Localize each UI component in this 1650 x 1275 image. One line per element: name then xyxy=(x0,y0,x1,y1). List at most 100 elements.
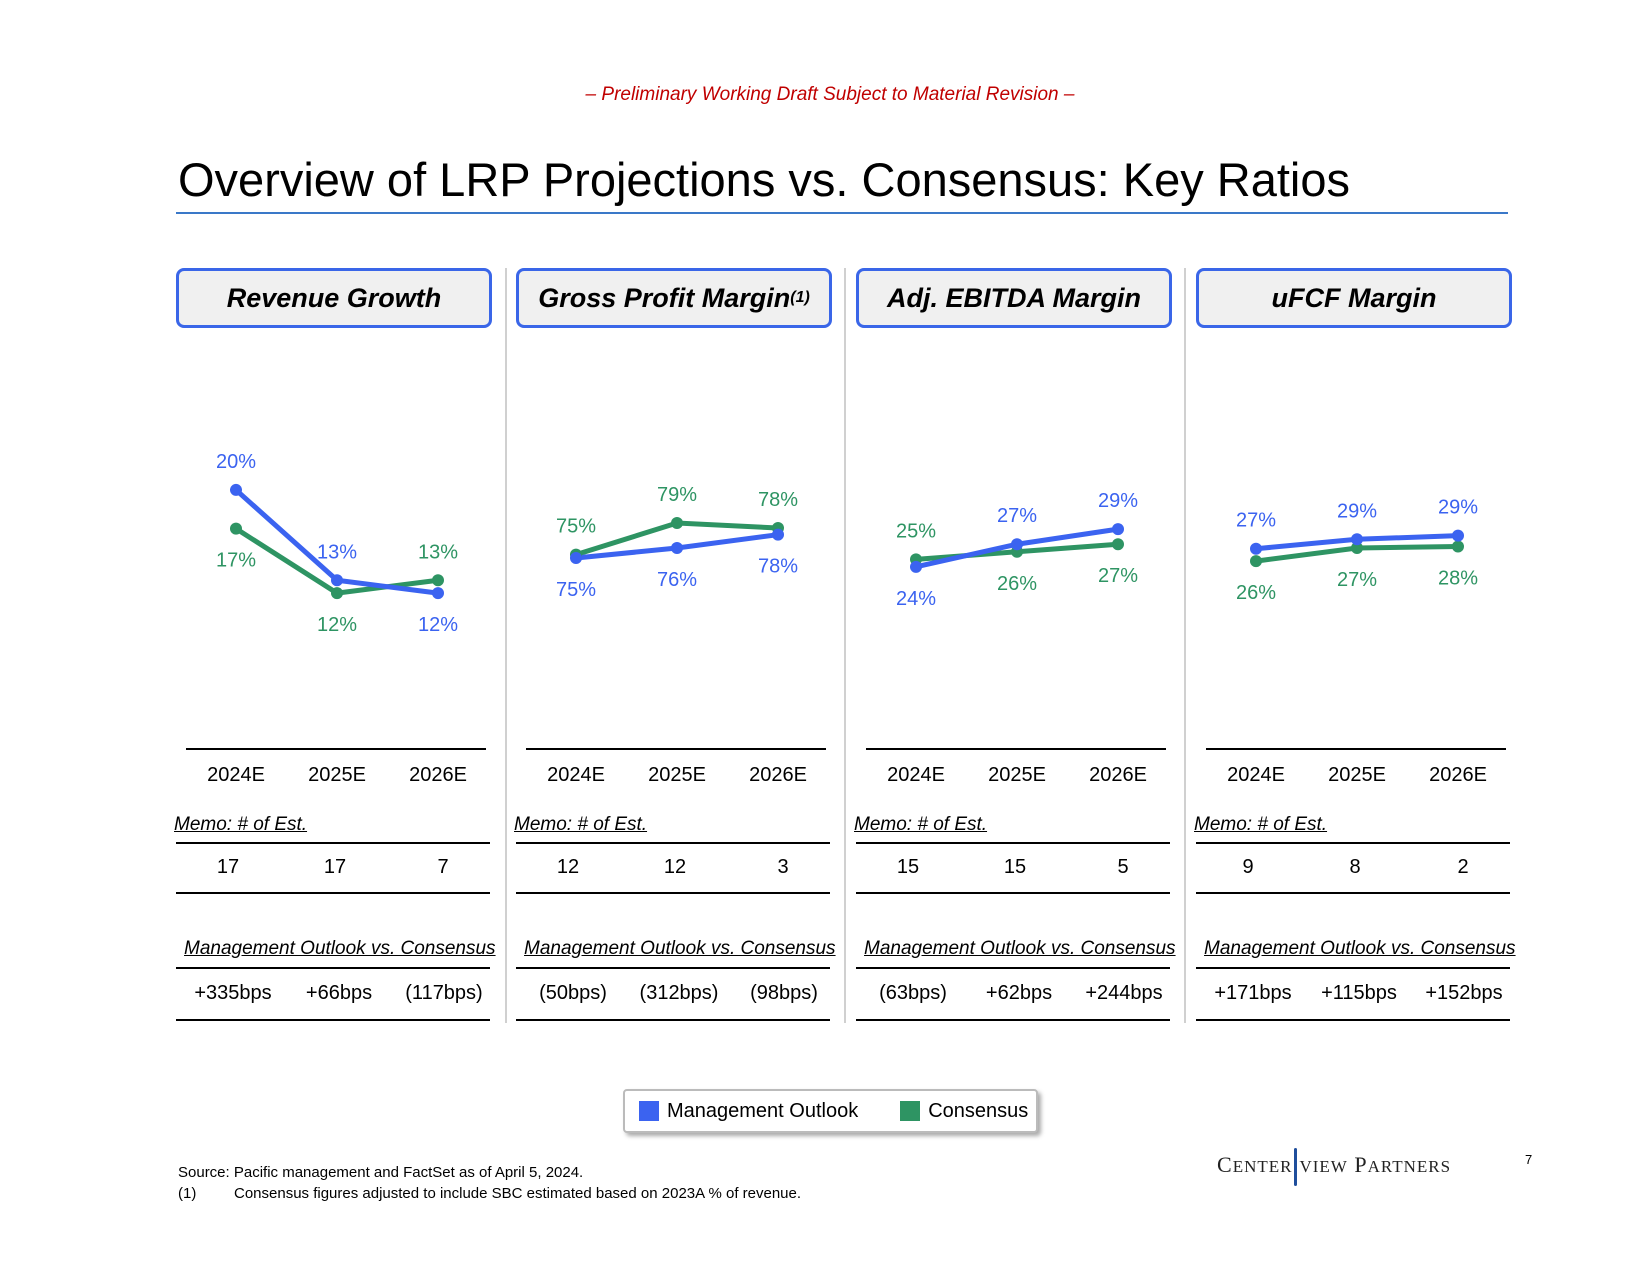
rule xyxy=(856,892,1170,894)
consensus-point xyxy=(1250,555,1262,568)
comparison-label: Management Outlook vs. Consensus xyxy=(524,938,836,959)
x-tick-label: 2025E xyxy=(308,764,366,786)
x-tick-label: 2025E xyxy=(988,764,1046,786)
comparison-label: Management Outlook vs. Consensus xyxy=(1204,938,1516,959)
x-tick-label: 2026E xyxy=(409,764,467,786)
variance-value: +62bps xyxy=(985,982,1053,1004)
management-point xyxy=(570,552,582,564)
management-point xyxy=(1112,523,1124,536)
variance-value: +244bps xyxy=(1085,982,1163,1004)
x-axis-line xyxy=(186,748,486,750)
panel-header: Gross Profit Margin (1) xyxy=(516,268,832,328)
memo-label: Memo: # of Est. xyxy=(854,814,988,835)
management-data-label: 27% xyxy=(997,505,1037,527)
consensus-data-label: 75% xyxy=(556,516,596,538)
x-tick-label: 2026E xyxy=(749,764,807,786)
x-tick-label: 2024E xyxy=(547,764,605,786)
page-number: 7 xyxy=(1525,1152,1533,1167)
management-point xyxy=(331,574,343,587)
panel-header: uFCF Margin xyxy=(1196,268,1512,328)
management-point xyxy=(671,542,683,554)
estimate-count: 12 xyxy=(663,856,687,878)
panel-header: Revenue Growth xyxy=(176,268,492,328)
variance-value: +115bps xyxy=(1321,982,1397,1004)
management-data-label: 78% xyxy=(758,556,798,578)
management-data-label: 27% xyxy=(1236,510,1276,532)
footnote: (1) Consensus figures adjusted to include… xyxy=(178,1185,801,1202)
rule xyxy=(176,892,490,894)
panel-divider xyxy=(505,268,507,1023)
x-tick-label: 2024E xyxy=(207,764,265,786)
consensus-point xyxy=(671,517,683,529)
variance-value: +171bps xyxy=(1214,982,1292,1004)
consensus-data-label: 27% xyxy=(1098,565,1138,587)
variance-value: (117bps) xyxy=(405,982,483,1004)
chart-panel: Adj. EBITDA Margin 25% 26% 27% 24% 27% 29% 2024… xyxy=(854,268,1176,1028)
memo-label: Memo: # of Est. xyxy=(174,814,308,835)
panel-title: Adj. EBITDA Margin xyxy=(887,282,1141,313)
consensus-data-label: 13% xyxy=(418,541,458,563)
rule xyxy=(516,842,830,844)
rule xyxy=(856,967,1170,969)
memo-label: Memo: # of Est. xyxy=(1194,814,1328,835)
estimate-count: 12 xyxy=(556,856,580,878)
title-underline xyxy=(176,212,1508,214)
x-axis-line xyxy=(866,748,1166,750)
consensus-data-label: 28% xyxy=(1438,568,1478,590)
consensus-data-label: 27% xyxy=(1337,569,1377,591)
rule xyxy=(516,1019,830,1021)
estimate-count: 7 xyxy=(437,856,449,878)
consensus-point xyxy=(331,587,343,600)
estimate-count: 15 xyxy=(896,856,920,878)
management-data-label: 29% xyxy=(1438,497,1478,519)
management-point xyxy=(432,587,444,600)
rule xyxy=(176,967,490,969)
comparison-label: Management Outlook vs. Consensus xyxy=(184,938,496,959)
legend-label-management: Management Outlook xyxy=(667,1099,859,1122)
management-data-label: 76% xyxy=(657,569,697,591)
estimate-count: 9 xyxy=(1242,856,1254,878)
panel-divider xyxy=(1184,268,1186,1023)
consensus-data-label: 25% xyxy=(896,520,936,542)
management-point xyxy=(1011,538,1023,551)
management-data-label: 29% xyxy=(1337,500,1377,522)
footnote-number: (1) xyxy=(178,1185,197,1202)
management-point xyxy=(910,560,922,573)
consensus-data-label: 17% xyxy=(216,550,256,572)
x-tick-label: 2026E xyxy=(1089,764,1147,786)
comparison-label: Management Outlook vs. Consensus xyxy=(864,938,1176,959)
variance-value: (98bps) xyxy=(750,982,818,1004)
line-chart: 26% 27% 28% 27% 29% 29% xyxy=(1236,497,1478,604)
chart-panel: Gross Profit Margin (1) 75% 79% 78% 75% 76% 78%… xyxy=(514,268,836,1028)
x-axis-line xyxy=(1206,748,1506,750)
variance-value: +66bps xyxy=(305,982,373,1004)
estimate-count: 17 xyxy=(323,856,347,878)
draft-notice: – Preliminary Working Draft Subject to M… xyxy=(585,84,1075,105)
panel-title: Gross Profit Margin xyxy=(538,282,791,313)
variance-value: +152bps xyxy=(1425,982,1503,1004)
chart-panel: uFCF Margin 26% 27% 28% 27% 29% 29% 2024E 2025E 2… xyxy=(1194,268,1516,1028)
panel-title: Revenue Growth xyxy=(226,282,442,313)
variance-value: (312bps) xyxy=(639,982,719,1004)
consensus-point xyxy=(1351,542,1363,554)
consensus-data-label: 12% xyxy=(317,614,357,636)
management-data-label: 12% xyxy=(418,614,458,636)
consensus-point xyxy=(432,574,444,587)
rule xyxy=(176,842,490,844)
rule xyxy=(176,1019,490,1021)
rule xyxy=(516,967,830,969)
x-tick-label: 2026E xyxy=(1429,764,1487,786)
panel-header: Adj. EBITDA Margin xyxy=(856,268,1172,328)
variance-value: +335bps xyxy=(194,982,272,1004)
management-point xyxy=(230,483,242,496)
panel-title: uFCF Margin xyxy=(1271,282,1437,313)
management-data-label: 29% xyxy=(1098,490,1138,512)
estimate-count: 5 xyxy=(1117,856,1129,878)
legend: Management Outlook Consensus xyxy=(623,1089,1038,1133)
rule xyxy=(1196,842,1510,844)
legend-label-consensus: Consensus xyxy=(928,1099,1029,1122)
consensus-point xyxy=(230,522,242,535)
x-tick-label: 2024E xyxy=(1227,764,1285,786)
x-axis-line xyxy=(526,748,826,750)
management-data-label: 24% xyxy=(896,588,936,610)
